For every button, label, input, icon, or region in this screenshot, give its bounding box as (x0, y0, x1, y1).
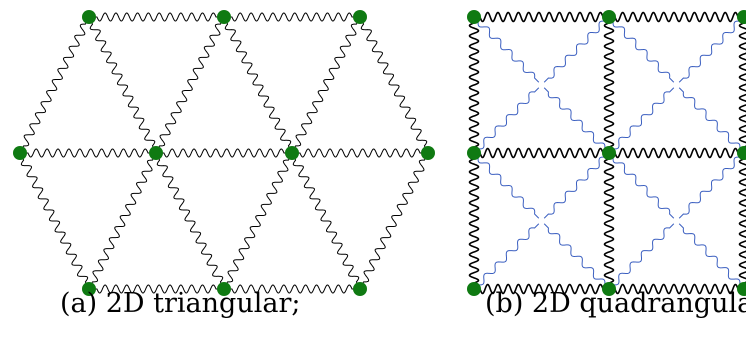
triangular-springs (19, 12, 429, 294)
edge-spring (609, 147, 744, 159)
lattice-node (737, 282, 746, 296)
lattice-node (217, 282, 231, 296)
spring (292, 148, 428, 158)
lattice-node (467, 282, 481, 296)
lattice-node (353, 282, 367, 296)
lattice-node (82, 10, 96, 24)
diagonal-spring (543, 87, 610, 154)
lattice-node (149, 146, 163, 160)
edge-spring (468, 153, 480, 289)
diagonal-spring (608, 16, 675, 83)
quadrangular-diagonal-springs (473, 16, 745, 290)
diagonal-spring (473, 223, 540, 290)
diagonal-spring (543, 152, 610, 219)
spring (155, 16, 225, 154)
quadrangular-edge-springs (468, 11, 746, 295)
quadrangular-lattice-panel (467, 10, 746, 296)
spring (89, 284, 224, 294)
diagonal-spring (678, 223, 745, 290)
edge-spring (474, 283, 609, 295)
quadrangular-nodes (467, 10, 746, 296)
spring (156, 148, 292, 158)
edge-spring (468, 17, 480, 153)
spring (291, 16, 361, 154)
lattice-node (13, 146, 27, 160)
spring (359, 152, 429, 290)
lattice-node (737, 146, 746, 160)
diagonal-spring (473, 152, 540, 219)
lattice-node (467, 146, 481, 160)
lattice-node (217, 10, 231, 24)
triangular-lattice-panel (13, 10, 435, 296)
spring (89, 12, 224, 22)
diagonal-spring (543, 223, 610, 290)
diagonal-spring (473, 87, 540, 154)
lattice-node (285, 146, 299, 160)
edge-spring (738, 17, 746, 153)
diagonal-spring (678, 152, 745, 219)
edge-spring (738, 153, 746, 289)
edge-spring (609, 283, 744, 295)
caption-triangular: (a) 2D triangular; (60, 288, 301, 319)
lattice-node (602, 10, 616, 24)
lattice-node (602, 282, 616, 296)
lattice-node (467, 10, 481, 24)
triangular-nodes (13, 10, 435, 296)
lattice-node (353, 10, 367, 24)
edge-spring (609, 11, 744, 23)
edge-spring (474, 11, 609, 23)
edge-spring (603, 153, 615, 289)
caption-quadrangular: (b) 2D quadrangular. (485, 288, 746, 319)
spring (224, 284, 360, 294)
spring (223, 16, 293, 154)
spring (19, 152, 90, 290)
spring (224, 12, 360, 22)
spring (155, 152, 225, 290)
diagonal-spring (678, 16, 745, 83)
edge-spring (603, 17, 615, 153)
edge-spring (474, 147, 609, 159)
spring (223, 152, 293, 290)
lattice-node (602, 146, 616, 160)
spring (20, 148, 156, 158)
diagonal-spring (473, 16, 540, 83)
spring (291, 152, 361, 290)
diagonal-spring (608, 223, 675, 290)
diagonal-spring (543, 16, 610, 83)
lattice-node (82, 282, 96, 296)
diagonal-spring (678, 87, 745, 154)
spring (19, 16, 90, 154)
lattice-node (421, 146, 435, 160)
spring (359, 16, 429, 154)
lattice-node (737, 10, 746, 24)
diagonal-spring (608, 152, 675, 219)
diagonal-spring (608, 87, 675, 154)
spring (88, 152, 157, 290)
spring (88, 16, 157, 154)
